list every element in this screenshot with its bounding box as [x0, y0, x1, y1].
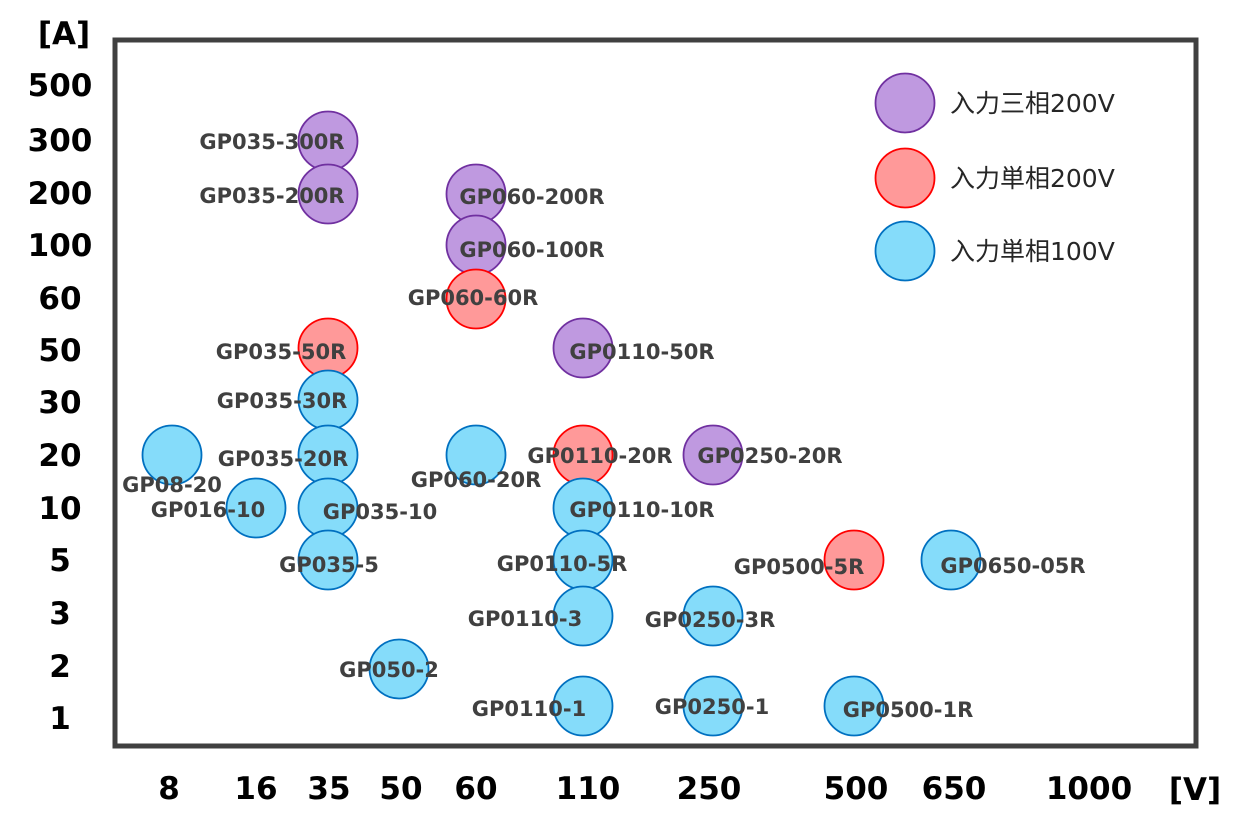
point-label: GP035-200R: [199, 184, 344, 208]
y-tick-label: 60: [38, 281, 81, 317]
point-marker: [297, 529, 359, 591]
x-tick-label: 250: [677, 771, 742, 807]
data-points: GP035-300R GP035-200R GP060-200R GP060-100R…: [122, 110, 1086, 737]
point-label: GP060-100R: [459, 238, 604, 262]
point-marker: [552, 317, 614, 379]
point-marker: [225, 477, 287, 539]
point-marker: [682, 424, 744, 486]
point-label: GP035-30R: [217, 389, 348, 413]
point-label: GP0250-1: [655, 695, 769, 719]
point-label: GP0250-3R: [645, 608, 776, 632]
point-label: GP0110-5R: [497, 552, 628, 576]
point-marker: [141, 424, 203, 486]
x-axis-unit: [V]: [1169, 772, 1221, 808]
point-marker: [920, 529, 982, 591]
point-marker: [823, 675, 885, 737]
point-marker: [297, 163, 359, 225]
legend-label: 入力単相100V: [950, 237, 1115, 266]
legend-marker: [874, 220, 936, 282]
point-label: GP035-300R: [199, 130, 344, 154]
y-tick-label: 300: [28, 123, 93, 159]
point-label: GP0110-1: [472, 697, 586, 721]
x-tick-label: 35: [307, 771, 350, 807]
point-label: GP0500-1R: [843, 698, 974, 722]
legend-marker: [874, 147, 936, 209]
y-tick-label: 100: [28, 228, 93, 264]
point-label: GP016-10: [151, 498, 265, 522]
y-tick-labels: 500 300 200 100 60 50 30 20 10 5 3 2 1: [28, 68, 93, 737]
point-marker: [682, 585, 744, 647]
point-label: GP0110-3: [468, 607, 582, 631]
point-label: GP035-50R: [216, 340, 347, 364]
x-tick-label: 110: [556, 771, 621, 807]
point-label: GP060-20R: [411, 468, 542, 492]
legend-label: 入力三相200V: [950, 89, 1115, 118]
x-tick-label: 8: [158, 771, 180, 807]
point-marker: [445, 424, 507, 486]
x-tick-label: 16: [234, 771, 277, 807]
x-tick-label: 60: [454, 771, 497, 807]
point-label: GP0250-20R: [697, 444, 842, 468]
point-label: GP035-5: [279, 553, 379, 577]
y-tick-label: 2: [49, 649, 71, 685]
y-axis-unit: [A]: [38, 16, 90, 52]
y-tick-label: 30: [38, 385, 81, 421]
point-label: GP050-2: [339, 658, 439, 682]
y-tick-label: 1: [49, 701, 71, 737]
point-label: GP060-60R: [408, 286, 539, 310]
point-label: GP0110-10R: [569, 498, 714, 522]
x-tick-labels: 8 16 35 50 60 110 250 500 650 1000: [158, 771, 1132, 807]
y-tick-label: 5: [49, 543, 71, 579]
y-tick-label: 200: [28, 176, 93, 212]
point-label: GP035-20R: [218, 447, 349, 471]
point-label: GP0650-05R: [940, 554, 1085, 578]
x-tick-label: 500: [824, 771, 889, 807]
point-label: GP0110-50R: [569, 340, 714, 364]
x-tick-label: 1000: [1046, 771, 1132, 807]
point-marker: [368, 638, 430, 700]
y-tick-label: 50: [38, 333, 81, 369]
x-tick-label: 50: [379, 771, 422, 807]
legend-marker: [874, 72, 936, 134]
point-label: GP08-20: [122, 473, 222, 497]
point-label: GP060-200R: [459, 185, 604, 209]
legend-label: 入力単相200V: [950, 164, 1115, 193]
x-tick-label: 650: [922, 771, 987, 807]
y-tick-label: 10: [38, 491, 81, 527]
point-label: GP0500-5R: [734, 555, 865, 579]
y-tick-label: 3: [49, 596, 71, 632]
point-marker: [445, 268, 507, 330]
point-marker: [552, 675, 614, 737]
y-tick-label: 500: [28, 68, 93, 104]
plot-frame: [112, 37, 1199, 749]
point-marker: [823, 529, 885, 591]
point-label: GP0110-20R: [527, 444, 672, 468]
legend: 入力三相200V 入力単相200V 入力単相100V: [874, 72, 1115, 282]
point-marker: [682, 675, 744, 737]
point-marker: [552, 585, 614, 647]
y-tick-label: 20: [38, 438, 81, 474]
point-label: GP035-10: [323, 500, 437, 524]
